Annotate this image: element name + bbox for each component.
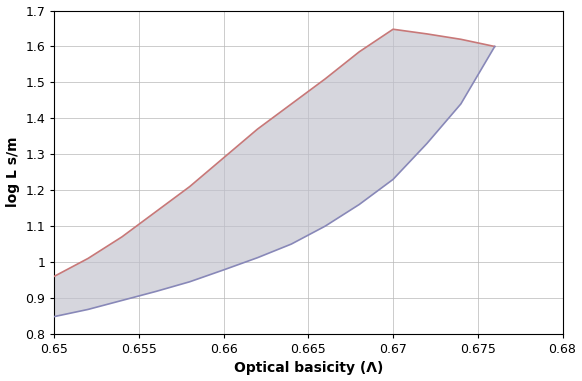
X-axis label: Optical basicity (Λ): Optical basicity (Λ) [233, 362, 383, 375]
Y-axis label: log L s/m: log L s/m [6, 137, 20, 208]
Polygon shape [54, 29, 495, 317]
